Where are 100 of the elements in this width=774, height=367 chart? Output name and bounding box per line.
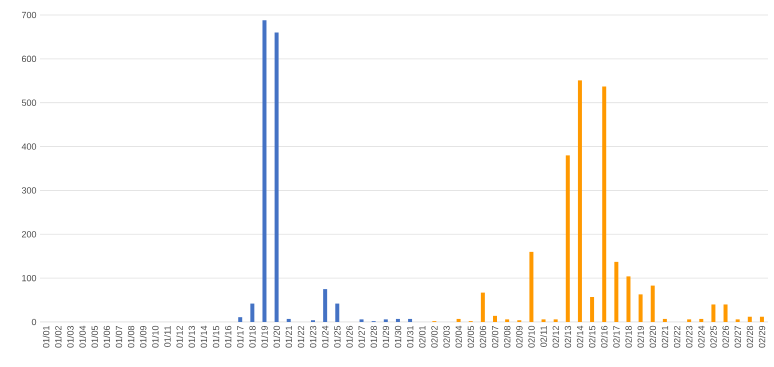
x-tick-label: 01/01 — [42, 326, 50, 348]
x-tick-label: 02/29 — [758, 326, 766, 348]
x-tick-label: 02/11 — [540, 326, 547, 347]
x-tick-label: 02/22 — [674, 326, 680, 348]
x-tick-label: 01/05 — [91, 326, 98, 348]
y-tick-label: 300 — [22, 187, 36, 194]
y-tick-label: 700 — [22, 12, 36, 18]
y-tick-label: 600 — [22, 56, 36, 62]
bar — [736, 319, 740, 322]
x-tick-label: 01/18 — [249, 326, 256, 348]
bar — [493, 316, 498, 322]
bar — [602, 86, 606, 322]
bar — [566, 155, 570, 322]
x-tick-label: 02/06 — [480, 326, 486, 348]
x-tick-label: 01/11 — [164, 326, 171, 347]
x-tick-label: 01/08 — [128, 326, 134, 348]
bar — [554, 319, 558, 322]
bar — [286, 318, 291, 322]
bar — [662, 318, 667, 322]
x-tick-label: 01/12 — [176, 326, 183, 348]
x-tick-label: 01/15 — [212, 326, 220, 348]
x-tick-label: 01/03 — [67, 326, 74, 348]
x-tick-label: 02/21 — [662, 326, 668, 348]
x-tick-label: 01/29 — [382, 326, 390, 348]
bar — [323, 289, 328, 322]
bar — [360, 319, 364, 322]
x-tick-label: 01/25 — [334, 326, 341, 348]
x-tick-label: 01/27 — [358, 326, 365, 348]
x-tick-label: 01/19 — [261, 326, 268, 348]
x-tick-label: 02/27 — [734, 326, 741, 348]
x-tick-label: 01/31 — [406, 326, 414, 348]
bar — [335, 304, 340, 322]
x-tick-label: 01/02 — [54, 326, 62, 348]
bar — [699, 318, 704, 322]
x-tick-label: 02/23 — [686, 326, 692, 348]
bar — [408, 318, 412, 322]
bar — [638, 294, 643, 322]
bar — [529, 252, 534, 322]
x-tick-label: 01/09 — [140, 326, 146, 348]
bar — [250, 304, 254, 322]
x-tick-label: 01/24 — [322, 326, 328, 348]
bar — [274, 32, 279, 322]
x-tick-label: 01/17 — [236, 326, 244, 348]
x-tick-label: 02/26 — [722, 326, 729, 348]
x-tick-label: 02/05 — [467, 326, 474, 348]
x-tick-label: 02/28 — [746, 326, 754, 348]
x-tick-label: 01/10 — [152, 326, 159, 348]
x-tick-label: 01/04 — [79, 326, 86, 348]
y-tick-label: 400 — [22, 143, 36, 150]
bar — [590, 297, 594, 322]
x-tick-label: 01/06 — [103, 326, 110, 348]
x-tick-label: 01/16 — [224, 326, 232, 348]
x-tick-label: 01/22 — [298, 326, 304, 348]
bar — [614, 262, 618, 322]
x-tick-label: 01/13 — [188, 326, 195, 348]
y-tick-label: 500 — [22, 100, 36, 106]
bar — [724, 304, 728, 322]
x-tick-label: 01/28 — [370, 326, 377, 348]
x-tick-label: 02/13 — [564, 326, 572, 348]
bar — [748, 316, 752, 322]
bar — [650, 286, 655, 322]
bar — [760, 316, 764, 322]
bar — [262, 20, 266, 322]
bar — [711, 304, 716, 322]
x-tick-label: 02/04 — [455, 326, 462, 348]
bar — [542, 319, 546, 322]
bar — [687, 319, 692, 322]
x-tick-label: 02/18 — [625, 326, 632, 348]
x-tick-label: 01/14 — [200, 326, 208, 348]
x-tick-label: 02/12 — [552, 326, 559, 348]
bar — [626, 276, 630, 322]
x-tick-label: 01/21 — [285, 326, 292, 348]
bar — [384, 319, 388, 322]
x-tick-label: 02/16 — [600, 326, 608, 348]
x-tick-label: 02/17 — [613, 326, 620, 348]
x-tick-label: 02/15 — [588, 326, 596, 348]
y-tick-label: 0 — [32, 318, 36, 326]
x-tick-label: 02/02 — [431, 326, 438, 348]
bar — [480, 292, 485, 322]
x-tick-label: 02/14 — [576, 326, 584, 348]
x-tick-label: 01/20 — [273, 326, 280, 348]
x-tick-label: 02/19 — [637, 326, 644, 348]
x-tick-label: 01/30 — [394, 326, 402, 348]
x-tick-label: 01/23 — [310, 326, 316, 348]
x-tick-label: 02/01 — [418, 326, 426, 348]
x-tick-label: 02/08 — [504, 326, 510, 348]
x-tick-label: 02/20 — [649, 326, 656, 348]
x-tick-label: 02/24 — [698, 326, 705, 348]
x-tick-label: 02/25 — [710, 326, 717, 348]
y-tick-label: 100 — [22, 274, 36, 282]
bar — [396, 318, 400, 322]
bar — [578, 80, 582, 322]
x-tick-label: 02/09 — [516, 326, 523, 348]
x-tick-label: 01/07 — [116, 326, 122, 348]
bar — [505, 319, 510, 322]
x-tick-label: 02/07 — [492, 326, 498, 348]
bar — [238, 317, 242, 322]
x-tick-label: 01/26 — [346, 326, 353, 348]
x-tick-label: 02/10 — [528, 326, 535, 348]
x-tick-label: 02/03 — [443, 326, 450, 348]
